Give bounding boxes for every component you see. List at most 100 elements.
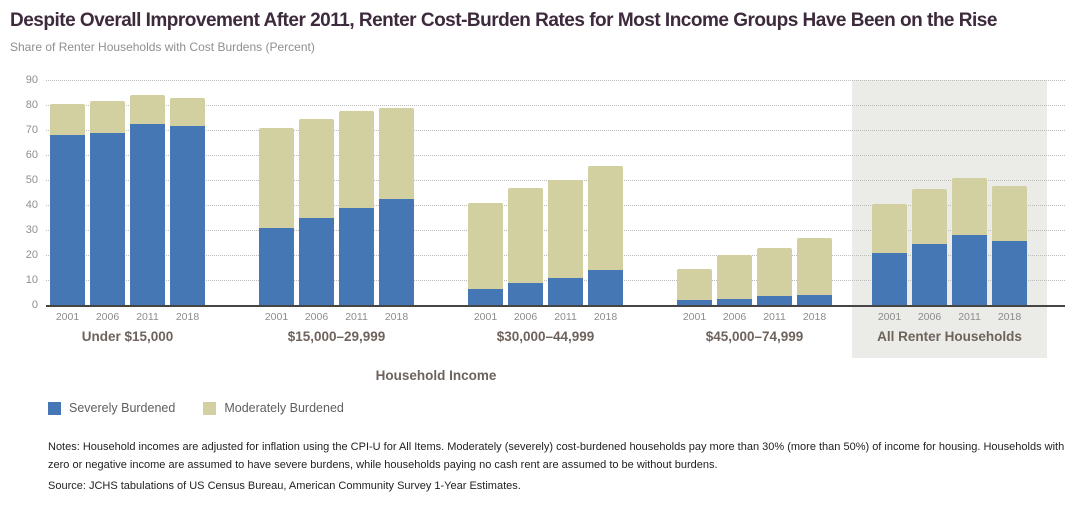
bar-stack (757, 247, 792, 305)
year-tick-label: 2018 (802, 311, 827, 323)
year-tick-label: 2001 (877, 311, 902, 323)
year-ticks: 2001 2006 2011 2018 (872, 311, 1027, 323)
bar-stack (508, 187, 543, 305)
bar-stack (90, 101, 125, 305)
legend-label: Moderately Burdened (224, 401, 344, 415)
bar-segment-moderately-burdened (757, 247, 792, 297)
y-tick-label: 20 (25, 249, 38, 261)
bar-segment-severely-burdened (677, 300, 712, 305)
y-tick-label: 80 (25, 99, 38, 111)
year-tick-label: 2001 (682, 311, 707, 323)
y-tick-label: 0 (31, 299, 38, 311)
income-group-label: $45,000–74,999 (705, 329, 804, 344)
bar-segment-moderately-burdened (170, 97, 205, 127)
income-group-label: $30,000–44,999 (496, 329, 595, 344)
y-tick-label: 30 (25, 224, 38, 236)
figure: Despite Overall Improvement After 2011, … (10, 10, 1075, 492)
bar-stack (170, 97, 205, 305)
y-tick-label: 50 (25, 174, 38, 186)
year-tick-label: 2006 (917, 311, 942, 323)
year-tick-label: 2018 (384, 311, 409, 323)
income-group: 2001 2006 2011 2018 All Renter Households (852, 80, 1047, 358)
bar-segment-severely-burdened (717, 298, 752, 305)
bar-cluster (872, 80, 1027, 305)
year-tick-label: 2001 (55, 311, 80, 323)
bar-stack (588, 166, 623, 305)
y-tick-label: 60 (25, 149, 38, 161)
year-ticks: 2001 2006 2011 2018 (259, 311, 414, 323)
bar-segment-severely-burdened (90, 132, 125, 305)
bar-segment-moderately-burdened (717, 255, 752, 299)
bar-stack (912, 188, 947, 305)
bar-segment-severely-burdened (379, 198, 414, 305)
bar-segment-moderately-burdened (508, 187, 543, 283)
x-axis-title: Household Income (375, 368, 497, 383)
income-group: 2001 2006 2011 2018 $15,000–29,999 (259, 80, 414, 344)
bar-stack (339, 111, 374, 305)
legend: Severely Burdened Moderately Burdened (48, 401, 1075, 415)
bar-segment-severely-burdened (468, 288, 503, 305)
bar-segment-severely-burdened (872, 252, 907, 305)
chart-title: Despite Overall Improvement After 2011, … (10, 10, 997, 31)
year-ticks: 2001 2006 2011 2018 (468, 311, 623, 323)
y-tick-label: 10 (25, 274, 38, 286)
plot-area: 2001 2006 2011 2018 Under $15,000 2001 2006 201… (46, 80, 1065, 364)
bar-stack (299, 118, 334, 305)
bar-segment-severely-burdened (548, 277, 583, 305)
bar-segment-moderately-burdened (992, 186, 1027, 242)
bar-segment-severely-burdened (797, 295, 832, 305)
bar-segment-severely-burdened (299, 217, 334, 305)
bar-segment-severely-burdened (339, 207, 374, 305)
bar-segment-severely-burdened (259, 227, 294, 305)
chart: 0 10 20 30 40 50 60 70 80 90 2001 2006 2011 2018 Unde… (10, 74, 1075, 364)
bar-segment-moderately-burdened (299, 118, 334, 218)
bar-segment-severely-burdened (952, 235, 987, 305)
bar-segment-moderately-burdened (952, 177, 987, 235)
year-tick-label: 2018 (593, 311, 618, 323)
moderately-burdened-swatch-icon (203, 401, 217, 415)
year-tick-label: 2018 (997, 311, 1022, 323)
bar-stack (548, 180, 583, 305)
income-group-label: Under $15,000 (81, 329, 174, 344)
year-tick-label: 2011 (554, 311, 577, 323)
income-group-label: All Renter Households (877, 329, 1022, 344)
bar-stack (797, 237, 832, 305)
bar-stack (259, 127, 294, 305)
bar-segment-moderately-burdened (90, 101, 125, 133)
chart-subtitle: Share of Renter Households with Cost Bur… (10, 40, 315, 54)
legend-item-severely-burdened: Severely Burdened (48, 401, 175, 415)
income-group-label: $15,000–29,999 (287, 329, 386, 344)
year-tick-label: 2011 (763, 311, 786, 323)
bar-stack (468, 202, 503, 305)
bar-stack (50, 103, 85, 305)
bar-segment-severely-burdened (170, 126, 205, 305)
bar-cluster (259, 80, 414, 305)
bar-stack (379, 107, 414, 305)
bar-segment-severely-burdened (588, 270, 623, 305)
income-group: 2001 2006 2011 2018 Under $15,000 (50, 80, 205, 344)
year-tick-label: 2011 (136, 311, 159, 323)
year-ticks: 2001 2006 2011 2018 (677, 311, 832, 323)
bar-segment-severely-burdened (130, 123, 165, 305)
year-tick-label: 2001 (264, 311, 289, 323)
year-tick-label: 2006 (95, 311, 120, 323)
year-tick-label: 2001 (473, 311, 498, 323)
bar-segment-moderately-burdened (797, 237, 832, 295)
y-axis: 0 10 20 30 40 50 60 70 80 90 (10, 74, 46, 311)
bar-segment-moderately-burdened (468, 202, 503, 289)
bar-segment-severely-burdened (992, 241, 1027, 305)
bar-cluster (677, 80, 832, 305)
bar-stack (872, 203, 907, 305)
groups-row: 2001 2006 2011 2018 Under $15,000 2001 2006 201… (46, 80, 1065, 358)
legend-label: Severely Burdened (69, 401, 176, 415)
bar-segment-severely-burdened (508, 282, 543, 305)
year-tick-label: 2011 (345, 311, 368, 323)
bar-stack (677, 268, 712, 305)
bar-segment-moderately-burdened (259, 127, 294, 228)
bar-segment-moderately-burdened (912, 188, 947, 244)
bar-segment-moderately-burdened (872, 203, 907, 253)
notes-text: Notes: Household incomes are adjusted fo… (48, 441, 1065, 471)
y-tick-label: 90 (25, 74, 38, 86)
bar-stack (717, 255, 752, 305)
bar-segment-moderately-burdened (548, 180, 583, 278)
